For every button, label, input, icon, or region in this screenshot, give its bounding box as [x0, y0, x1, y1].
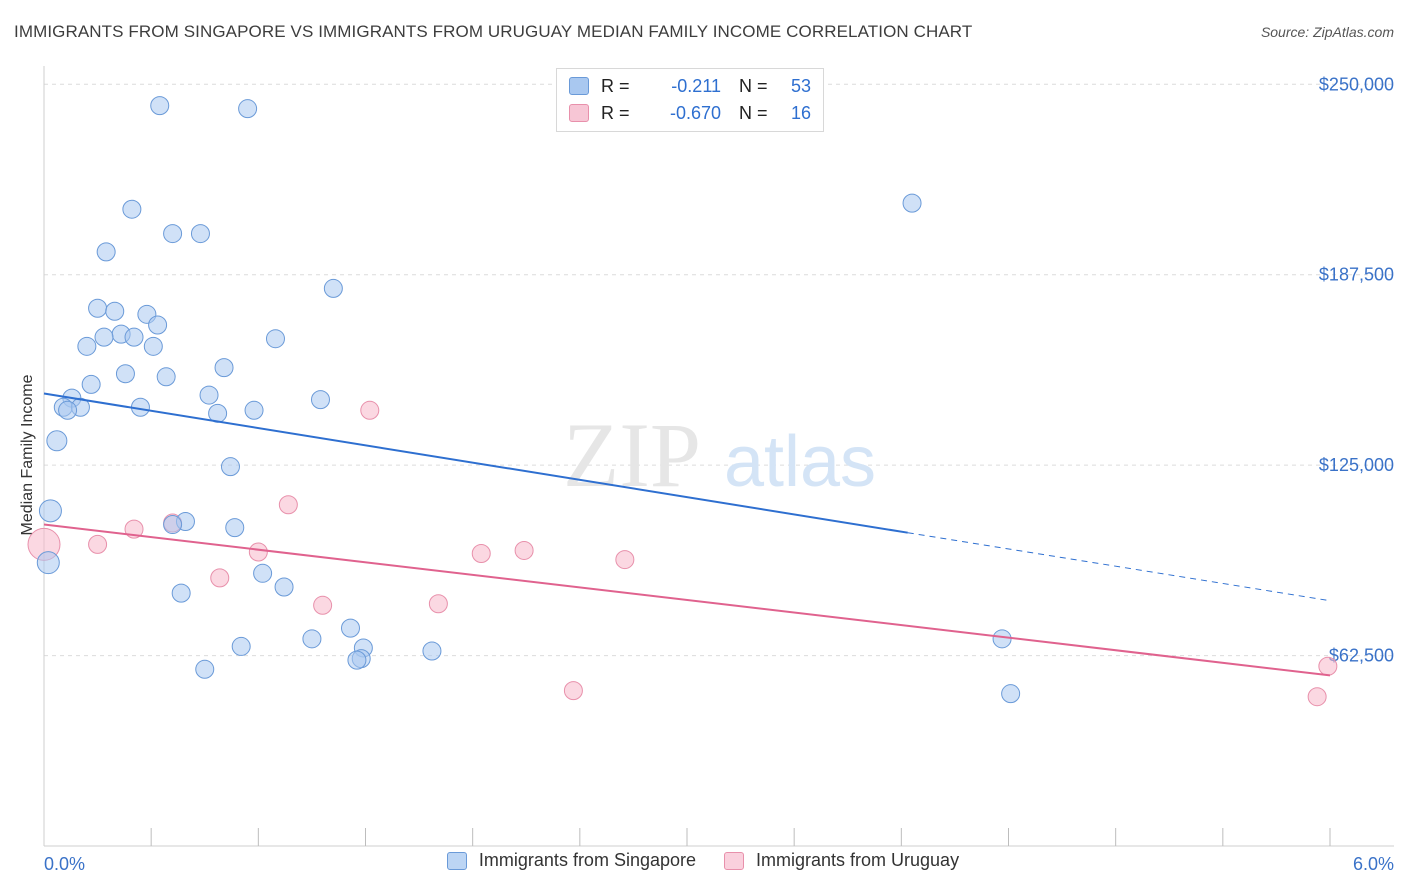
singapore-point [340, 618, 360, 638]
singapore-point [902, 193, 922, 213]
uruguay-r-label: R = [601, 102, 630, 123]
y-tick-label: $62,500 [1329, 646, 1394, 666]
singapore-point [347, 650, 367, 670]
uruguay-trendline [43, 523, 1331, 677]
y-tick-label: $187,500 [1319, 265, 1394, 285]
uruguay-point [1318, 656, 1338, 676]
uruguay-point [278, 495, 298, 515]
uruguay-point [514, 540, 534, 560]
y-tick-labels: $62,500 $125,000 $187,500 $250,000 [1319, 74, 1394, 665]
uruguay-point [88, 534, 108, 554]
singapore-r-label: R = [601, 75, 630, 96]
singapore-point [58, 400, 78, 420]
singapore-point [244, 400, 264, 420]
singapore-point [195, 659, 215, 679]
uruguay-point [615, 550, 635, 570]
singapore-point [225, 518, 245, 538]
legend-item-uruguay: Immigrants from Uruguay [724, 850, 959, 871]
uruguay-r-value: -0.670 [669, 102, 721, 123]
singapore-swatch [569, 77, 589, 95]
singapore-point [1001, 684, 1021, 704]
singapore-point [163, 515, 183, 535]
singapore-point [148, 315, 168, 335]
singapore-point [992, 629, 1012, 649]
singapore-point [310, 390, 330, 410]
source-label: Source: ZipAtlas.com [1260, 24, 1394, 40]
uruguay-point [360, 400, 380, 420]
singapore-n-label: N = [739, 75, 768, 96]
y-tick-label: $125,000 [1319, 455, 1394, 475]
uruguay-point [313, 595, 333, 615]
correlation-legend: R = -0.211 N = 53 R = -0.670 N = 16 [556, 68, 824, 132]
singapore-point [124, 327, 144, 347]
legend-uruguay-label: Immigrants from Uruguay [756, 850, 960, 870]
x-tick-label: 6.0% [1353, 854, 1394, 874]
singapore-point [46, 430, 68, 452]
singapore-point [302, 629, 322, 649]
singapore-point [38, 499, 62, 523]
singapore-point [265, 329, 285, 349]
singapore-point [214, 358, 234, 378]
singapore-point [105, 301, 125, 321]
singapore-point [220, 457, 240, 477]
uruguay-point [1307, 687, 1327, 707]
uruguay-point [210, 568, 230, 588]
axes [43, 66, 1394, 847]
uruguay-point [428, 594, 448, 614]
watermark-zip: ZIP [563, 404, 701, 506]
singapore-point [150, 96, 170, 116]
uruguay-point [248, 542, 268, 562]
singapore-n-value: 53 [790, 75, 811, 96]
singapore-point [81, 374, 101, 394]
gridlines [44, 83, 1394, 657]
singapore-point [143, 336, 163, 356]
singapore-point [122, 199, 142, 219]
trendlines [43, 392, 1331, 677]
singapore-point [274, 577, 294, 597]
singapore-trendline [43, 392, 908, 534]
legend-singapore-label: Immigrants from Singapore [478, 850, 697, 870]
singapore-point [94, 327, 114, 347]
singapore-point [190, 224, 210, 244]
singapore-point [238, 99, 258, 119]
singapore-r-value: -0.211 [671, 75, 721, 96]
singapore-point [96, 242, 116, 262]
singapore-point [88, 298, 108, 318]
legend-uruguay-swatch [724, 851, 745, 870]
watermark-atlas: atlas [724, 422, 876, 502]
uruguay-point [471, 544, 491, 563]
singapore-point [171, 583, 191, 603]
singapore-points [36, 96, 1021, 704]
legend-row-singapore: R = -0.211 N = 53 [569, 73, 811, 99]
uruguay-point [563, 681, 583, 701]
singapore-point [422, 641, 442, 661]
series-legend: Immigrants from Singapore Immigrants fro… [0, 850, 1406, 871]
singapore-point [115, 364, 135, 384]
x-tick-labels: 0.0% 6.0% [44, 854, 1394, 874]
uruguay-n-label: N = [739, 102, 768, 123]
singapore-point [77, 336, 97, 356]
singapore-trendline-extension [907, 532, 1331, 602]
legend-row-uruguay: R = -0.670 N = 16 [569, 100, 811, 126]
y-tick-label: $250,000 [1319, 74, 1394, 94]
chart-title: IMMIGRANTS FROM SINGAPORE VS IMMIGRANTS … [14, 22, 973, 41]
singapore-point [199, 385, 219, 405]
x-tick-label: 0.0% [44, 854, 85, 874]
singapore-point [156, 367, 176, 387]
singapore-point [36, 551, 60, 575]
uruguay-swatch [569, 104, 589, 122]
uruguay-n-value: 16 [790, 102, 811, 123]
singapore-point [231, 636, 251, 656]
legend-item-singapore: Immigrants from Singapore [446, 850, 697, 871]
singapore-point [163, 224, 183, 244]
singapore-point [323, 278, 343, 298]
legend-singapore-swatch [446, 851, 467, 870]
watermark: ZIP atlas [563, 404, 876, 506]
singapore-point [253, 563, 273, 583]
